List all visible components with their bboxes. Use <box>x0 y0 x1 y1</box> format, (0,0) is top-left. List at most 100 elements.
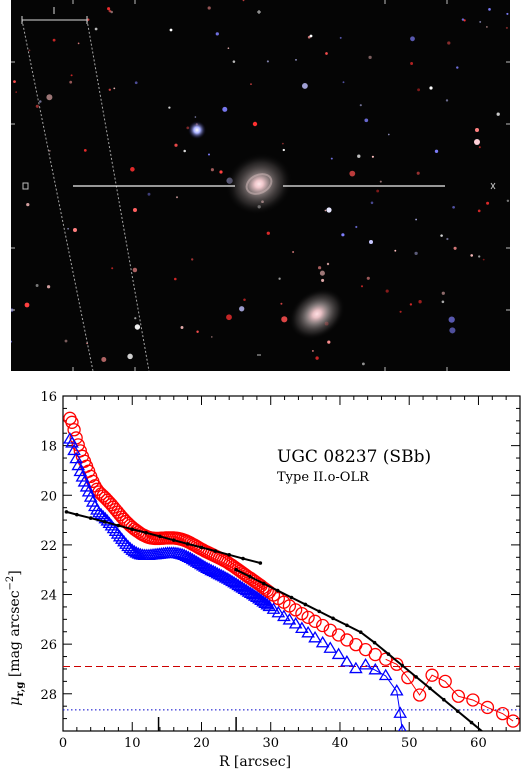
background-star <box>475 128 479 132</box>
fit-point <box>386 652 391 656</box>
fit-point <box>116 523 121 528</box>
background-star <box>326 207 332 213</box>
background-star <box>101 357 107 362</box>
background-star <box>191 258 194 261</box>
background-star <box>448 316 455 323</box>
g-band-point <box>340 654 354 667</box>
g-band-point <box>67 443 81 456</box>
background-star <box>35 284 39 287</box>
r-band-point <box>67 423 81 437</box>
background-star <box>11 340 12 343</box>
g-band-point <box>331 647 346 660</box>
fit-point <box>158 534 162 539</box>
background-star <box>370 201 374 205</box>
g-band-point <box>288 617 303 629</box>
g-band-point <box>131 547 146 559</box>
background-star <box>488 8 491 11</box>
background-star <box>39 100 42 103</box>
background-star <box>366 276 370 280</box>
chart-labels: UGC 08237 (SBb) Type II.o-OLR R [arcsec]… <box>5 447 431 770</box>
background-star <box>315 356 319 360</box>
r-band-point <box>425 668 439 682</box>
r-band-point <box>301 610 315 624</box>
fit-point <box>400 663 405 668</box>
background-star <box>13 80 16 83</box>
background-star <box>227 47 230 50</box>
background-star <box>470 254 474 257</box>
background-star <box>250 83 252 85</box>
background-star <box>210 168 214 172</box>
background-star <box>127 353 133 360</box>
r-band-point <box>412 688 427 702</box>
background-star <box>342 81 345 84</box>
background-star <box>28 49 31 52</box>
background-star <box>399 310 402 313</box>
background-star <box>133 208 137 212</box>
fit-point <box>428 686 432 691</box>
background-star <box>266 60 269 63</box>
x-tick-label: 40 <box>332 736 349 751</box>
background-star <box>174 143 178 147</box>
frame-ticks <box>11 0 510 371</box>
bright-blue-star <box>188 121 206 139</box>
r-band-point <box>438 674 452 689</box>
fit-point <box>442 697 446 702</box>
background-star <box>207 153 211 156</box>
background-star <box>330 157 333 160</box>
background-star <box>281 316 288 323</box>
profile-chart: 0 10 20 30 40 50 60 16 18 20 22 24 26 28 UGC 08237 (S… <box>5 390 521 770</box>
background-star <box>24 302 30 308</box>
background-star <box>318 266 322 270</box>
background-star <box>409 303 413 306</box>
g-band-connector <box>365 664 403 731</box>
r-band-point <box>316 618 330 633</box>
background-star <box>325 52 328 55</box>
background-star <box>134 324 141 330</box>
background-star <box>478 255 481 258</box>
background-star <box>295 58 297 61</box>
background-star <box>506 199 510 203</box>
background-star <box>349 170 356 177</box>
background-star <box>107 7 111 11</box>
chart-axes: 0 10 20 30 40 50 60 16 18 20 22 24 26 28 <box>40 390 521 751</box>
background-star <box>222 106 228 112</box>
background-star <box>441 300 445 304</box>
x-tick-label: 60 <box>470 736 487 751</box>
sky-limits <box>63 665 520 711</box>
background-star <box>479 20 482 23</box>
background-star <box>110 10 113 14</box>
g-band-point <box>323 641 338 653</box>
background-star <box>134 317 137 320</box>
background-star <box>453 246 457 250</box>
background-star <box>456 66 459 69</box>
background-star <box>417 88 421 92</box>
background-star <box>505 26 508 29</box>
background-star <box>486 201 490 205</box>
background-star <box>355 225 358 229</box>
background-star <box>132 267 138 273</box>
y-tick-label: 20 <box>40 489 57 504</box>
background-star <box>410 62 414 65</box>
fit-point <box>64 510 69 514</box>
y-tick-label: 24 <box>40 589 57 604</box>
fit-point <box>275 588 280 593</box>
background-star <box>183 149 186 153</box>
background-star <box>73 228 77 232</box>
fit-point <box>455 709 460 713</box>
background-star <box>210 336 213 338</box>
background-star <box>77 42 80 45</box>
background-star <box>243 298 246 302</box>
background-star <box>292 251 295 253</box>
fit-lines <box>64 510 484 731</box>
g-band-point <box>92 505 106 518</box>
r-band-point <box>323 623 337 637</box>
g-band-point <box>358 657 373 670</box>
background-star <box>26 202 30 207</box>
background-star <box>368 55 372 60</box>
fit-point <box>317 609 321 614</box>
x-axis-label: R [arcsec] <box>219 754 291 770</box>
r-band-point <box>480 700 495 715</box>
fit-point <box>199 545 204 550</box>
g-band-point <box>65 436 79 448</box>
background-star <box>394 249 397 252</box>
